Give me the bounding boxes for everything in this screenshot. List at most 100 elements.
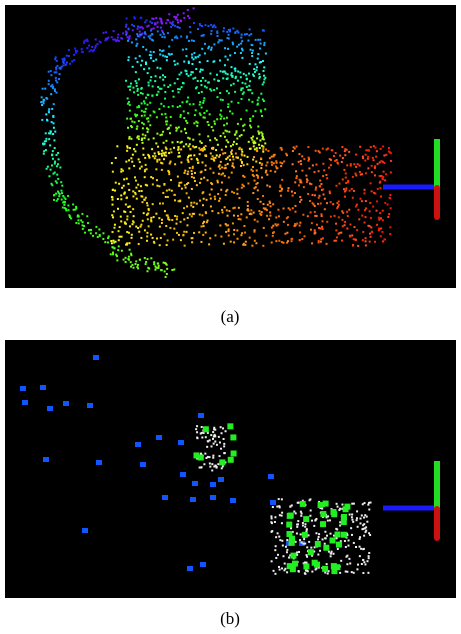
point <box>213 24 215 26</box>
point <box>145 184 147 186</box>
point <box>244 176 246 178</box>
point <box>138 243 140 245</box>
point <box>44 140 46 142</box>
point <box>195 68 197 70</box>
point <box>54 163 56 165</box>
point <box>334 532 340 538</box>
point <box>145 19 147 21</box>
point <box>166 214 168 216</box>
point <box>326 202 328 204</box>
point <box>235 156 237 158</box>
point <box>48 80 50 82</box>
point <box>233 158 235 160</box>
point <box>197 80 199 82</box>
point <box>51 154 53 156</box>
point <box>202 204 204 206</box>
point <box>63 204 65 206</box>
point <box>322 175 324 177</box>
point <box>333 155 335 157</box>
point <box>136 198 138 200</box>
point <box>144 229 146 231</box>
point <box>106 38 108 40</box>
point <box>147 128 149 130</box>
point <box>95 232 97 234</box>
point <box>302 532 308 538</box>
point <box>146 235 148 237</box>
point <box>215 465 217 467</box>
point <box>147 218 149 220</box>
point <box>165 155 167 157</box>
point <box>153 216 155 218</box>
point <box>158 153 160 155</box>
point <box>166 244 168 246</box>
point <box>160 19 162 21</box>
point <box>306 562 308 564</box>
point <box>237 238 239 240</box>
point <box>159 76 161 78</box>
point <box>324 572 326 574</box>
point <box>323 193 325 195</box>
point <box>172 21 174 23</box>
point <box>369 210 371 212</box>
point <box>353 190 355 192</box>
point <box>274 573 276 575</box>
point <box>158 217 160 219</box>
point <box>234 67 236 69</box>
point <box>162 202 164 204</box>
point <box>374 174 376 176</box>
point <box>152 237 154 239</box>
point <box>187 182 189 184</box>
point <box>244 155 246 157</box>
point <box>229 54 231 56</box>
point <box>140 237 142 239</box>
point <box>365 200 367 202</box>
point <box>45 97 47 99</box>
point <box>132 154 134 156</box>
point <box>217 193 219 195</box>
point <box>152 203 154 205</box>
point <box>253 145 255 147</box>
point <box>112 216 114 218</box>
point <box>262 29 264 31</box>
point <box>363 517 365 519</box>
point <box>48 138 50 140</box>
point <box>199 54 201 56</box>
point <box>337 506 339 508</box>
point <box>174 215 176 217</box>
point <box>308 541 310 543</box>
point <box>170 26 172 28</box>
point <box>153 242 155 244</box>
point <box>280 195 282 197</box>
point <box>233 229 235 231</box>
point <box>178 91 180 93</box>
point <box>148 67 150 69</box>
point <box>233 215 235 217</box>
point <box>271 522 273 524</box>
point <box>123 192 125 194</box>
point <box>275 545 277 547</box>
point <box>224 164 226 166</box>
point <box>188 197 190 199</box>
point <box>220 70 222 72</box>
point <box>127 59 129 61</box>
point <box>358 218 360 220</box>
figure: (a) (b) <box>0 0 461 634</box>
point <box>92 50 94 52</box>
point <box>90 232 92 234</box>
point <box>150 257 152 259</box>
point <box>163 50 165 52</box>
point <box>71 61 73 63</box>
point <box>327 148 329 150</box>
point <box>213 443 215 445</box>
point <box>263 81 265 83</box>
point <box>163 233 165 235</box>
point <box>111 196 113 198</box>
point <box>314 229 316 231</box>
point <box>333 553 335 555</box>
point <box>190 497 196 502</box>
point <box>123 259 125 261</box>
point <box>213 89 215 91</box>
point <box>214 234 216 236</box>
point <box>344 224 346 226</box>
point <box>221 149 223 151</box>
